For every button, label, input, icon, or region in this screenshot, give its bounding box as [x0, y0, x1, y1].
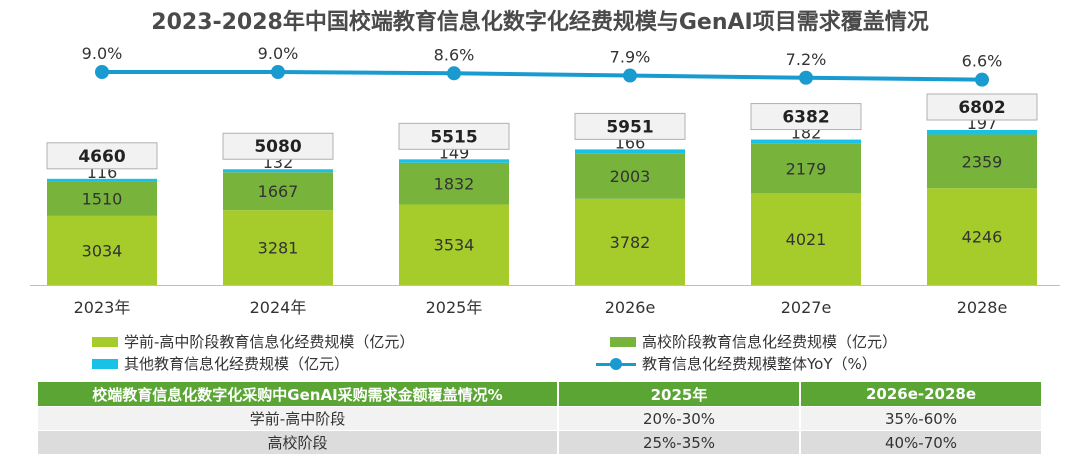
bar-segment-higher	[223, 172, 333, 211]
data-label: 1832	[434, 175, 475, 194]
yoy-point	[975, 72, 989, 87]
x-tick-label: 2023年	[74, 298, 131, 317]
bar-segment-higher	[927, 134, 1037, 189]
bar-segment-k12	[399, 204, 509, 285]
x-tick-label: 2026e	[605, 298, 656, 317]
legend-item-higher: 高校阶段教育信息化经费规模（亿元）	[610, 331, 897, 352]
table-header-cell: 2026e-2028e	[800, 382, 1043, 407]
table-row: 高校阶段 25%-35% 40%-70%	[38, 430, 1043, 454]
data-label: 3281	[258, 239, 299, 258]
table-header-cell: 校端教育信息化数字化采购中GenAI采购需求金额覆盖情况%	[38, 382, 559, 407]
total-label: 6802	[958, 98, 1005, 118]
bar-segment-other	[751, 139, 861, 144]
genai-coverage-table: 校端教育信息化数字化采购中GenAI采购需求金额覆盖情况% 2025年 2026…	[38, 382, 1043, 454]
bar-segment-other	[575, 149, 685, 154]
x-tick-label: 2028e	[957, 298, 1008, 317]
yoy-label: 8.6%	[434, 45, 475, 64]
yoy-label: 7.9%	[610, 48, 651, 67]
data-label: 4246	[962, 228, 1003, 247]
table-cell: 学前-高中阶段	[38, 406, 559, 431]
yoy-label: 9.0%	[258, 44, 299, 63]
bar-segment-other	[47, 178, 157, 182]
chart-title: 2023-2028年中国校端教育信息化数字化经费规模与GenAI项目需求覆盖情况	[151, 10, 929, 35]
bar-segment-higher	[575, 153, 685, 199]
x-tick-label: 2027e	[781, 298, 832, 317]
data-label: 2179	[786, 160, 827, 179]
yoy-point	[271, 65, 285, 79]
data-label: 3782	[610, 233, 651, 252]
table-header-cell: 2025年	[558, 382, 801, 407]
table-cell: 25%-35%	[558, 430, 801, 454]
legend-item-other: 其他教育信息化经费规模（亿元）	[92, 353, 349, 374]
bar-segment-higher	[399, 162, 509, 205]
total-box	[926, 93, 1038, 121]
yoy-label: 6.6%	[962, 52, 1003, 71]
yoy-point	[623, 68, 637, 83]
legend-label-yoy: 教育信息化经费规模整体YoY（%）	[642, 355, 877, 373]
legend-label-k12: 学前-高中阶段教育信息化经费规模（亿元）	[124, 333, 415, 351]
yoy-line	[102, 70, 983, 82]
total-label: 5951	[606, 117, 653, 137]
table-row: 学前-高中阶段 20%-30% 35%-60%	[38, 406, 1043, 431]
bar-segment-other	[223, 169, 333, 173]
legend-label-other: 其他教育信息化经费规模（亿元）	[124, 355, 350, 373]
legend-swatch-k12	[92, 336, 118, 347]
bar-segment-higher	[751, 143, 861, 194]
data-label: 1667	[258, 182, 299, 201]
stacked-bar-chart: 3034151011646602023年3281166713250802024年…	[30, 44, 1060, 317]
total-label: 5515	[430, 127, 477, 147]
bar-segment-k12	[223, 210, 333, 285]
table-cell: 40%-70%	[800, 430, 1043, 454]
total-box	[46, 142, 158, 170]
bar-segment-other	[927, 130, 1037, 135]
yoy-point	[799, 70, 813, 85]
bar-segment-k12	[575, 198, 685, 285]
table-cell: 高校阶段	[38, 430, 559, 454]
yoy-label: 9.0%	[82, 44, 123, 63]
data-label: 3534	[434, 236, 475, 255]
legend-swatch-higher	[610, 336, 636, 347]
legend-label-higher: 高校阶段教育信息化经费规模（亿元）	[642, 333, 898, 351]
data-label: 2003	[610, 167, 651, 186]
total-box	[222, 132, 334, 160]
yoy-point	[447, 66, 461, 81]
bar-segment-other	[399, 159, 509, 163]
table-cell: 20%-30%	[558, 406, 801, 431]
legend-swatch-yoy	[596, 357, 636, 371]
x-tick-label: 2024年	[250, 298, 307, 317]
bar-segment-k12	[751, 193, 861, 285]
total-label: 6382	[782, 108, 829, 128]
total-box	[750, 103, 862, 131]
legend-item-yoy: 教育信息化经费规模整体YoY（%）	[596, 353, 877, 374]
data-label: 2359	[962, 152, 1003, 171]
total-box	[398, 122, 510, 150]
total-label: 4660	[78, 147, 125, 167]
data-label: 4021	[786, 230, 827, 249]
data-label: 3034	[82, 241, 123, 260]
yoy-point	[95, 65, 109, 79]
table-cell: 35%-60%	[800, 406, 1043, 431]
table-header-row: 校端教育信息化数字化采购中GenAI采购需求金额覆盖情况% 2025年 2026…	[38, 382, 1043, 407]
total-label: 5080	[254, 137, 301, 157]
yoy-label: 7.2%	[786, 50, 827, 69]
data-label: 1510	[82, 190, 123, 209]
bar-segment-k12	[927, 188, 1037, 285]
total-box	[574, 112, 686, 140]
bar-segment-k12	[47, 215, 157, 285]
legend-swatch-other	[92, 358, 118, 369]
bar-segment-higher	[47, 181, 157, 216]
legend-item-k12: 学前-高中阶段教育信息化经费规模（亿元）	[92, 331, 414, 352]
x-tick-label: 2025年	[426, 298, 483, 317]
